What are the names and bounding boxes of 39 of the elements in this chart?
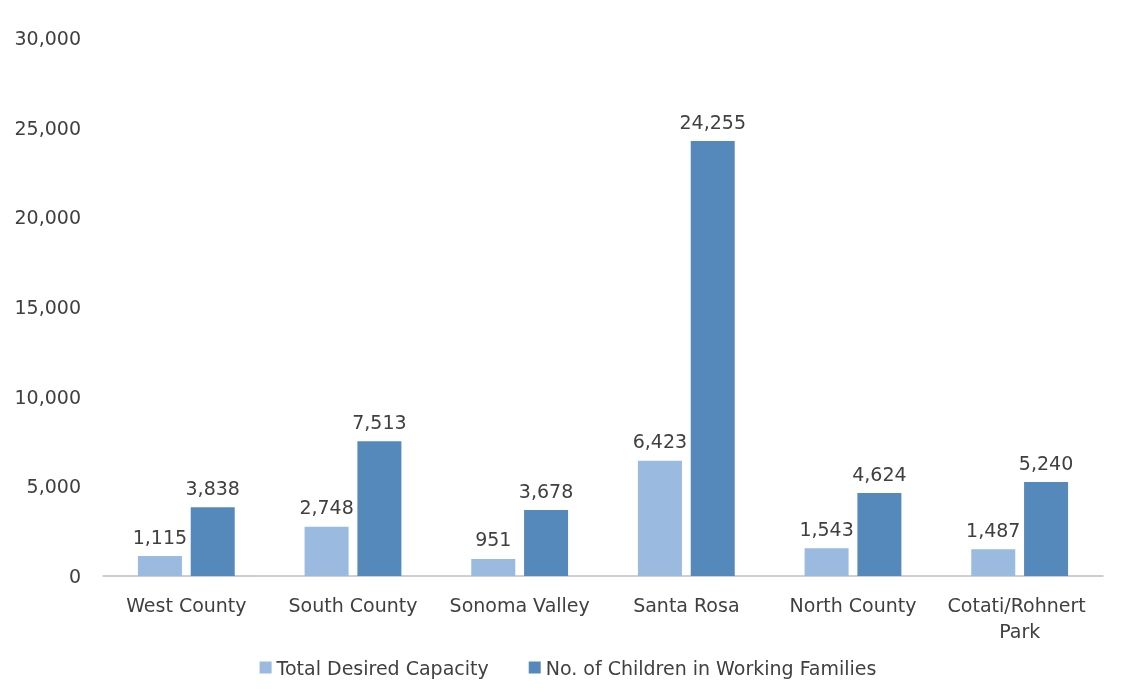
- data-label: 4,624: [852, 462, 907, 485]
- y-tick-label: 30,000: [14, 27, 81, 49]
- bar: [637, 460, 682, 576]
- data-label: 2,748: [299, 496, 354, 519]
- bar: [804, 548, 849, 576]
- y-tick-label: 15,000: [14, 296, 81, 318]
- bar: [857, 493, 902, 576]
- data-label: 6,423: [632, 430, 688, 453]
- x-tick-label: South County: [288, 594, 418, 616]
- bar: [190, 507, 235, 576]
- x-tick-label: Cotati/Rohnert Park: [947, 594, 1092, 642]
- bar: [524, 510, 569, 576]
- data-label: 3,838: [185, 476, 240, 499]
- data-label: 1,487: [966, 518, 1021, 541]
- x-tick-label: Sonoma Valley: [449, 594, 590, 616]
- data-label: 1,543: [799, 517, 854, 540]
- data-label: 7,513: [352, 410, 407, 433]
- y-tick-label: 0: [68, 565, 81, 587]
- y-tick-label: 25,000: [14, 116, 81, 139]
- y-tick-label: 20,000: [14, 206, 81, 229]
- bar: [690, 141, 735, 576]
- legend-label: Total Desired Capacity: [275, 656, 489, 679]
- data-label: 951: [475, 528, 512, 551]
- bar: [137, 556, 182, 576]
- bar: [357, 441, 402, 576]
- x-tick-label: North County: [789, 594, 917, 616]
- legend-label: No. of Children in Working Families: [545, 656, 877, 679]
- data-label: 1,115: [132, 525, 188, 548]
- x-tick-label: West County: [126, 594, 247, 616]
- y-tick-label: 10,000: [14, 385, 81, 408]
- bar: [304, 526, 349, 576]
- bar: [971, 549, 1016, 576]
- data-label: 5,240: [1018, 451, 1074, 474]
- bar: [1024, 482, 1069, 576]
- data-label: 3,678: [518, 479, 574, 502]
- y-tick-label: 5,000: [26, 475, 81, 498]
- x-tick-label: Santa Rosa: [633, 594, 740, 616]
- data-label: 24,255: [679, 110, 746, 133]
- bar: [471, 558, 516, 576]
